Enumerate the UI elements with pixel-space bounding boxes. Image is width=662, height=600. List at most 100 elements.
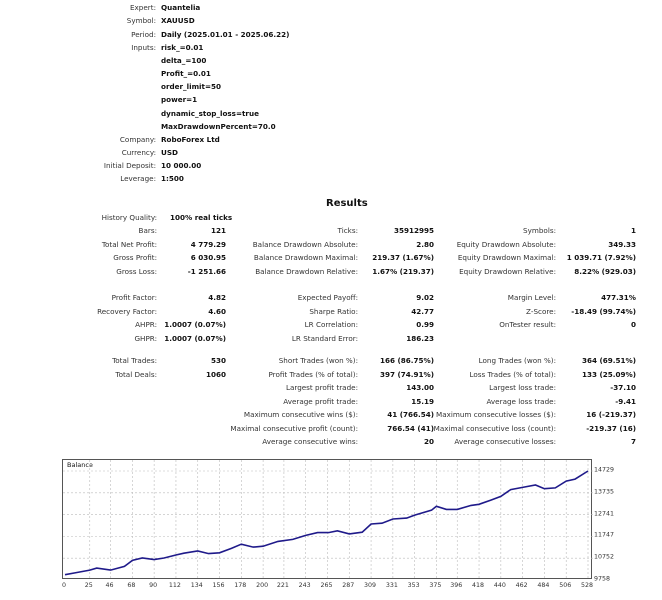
stat-value: -18.49 (99.74%)	[571, 306, 636, 316]
stat-value: 1 039.71 (7.92%)	[566, 253, 636, 262]
stat-label: LR Correlation:	[304, 320, 358, 329]
stat-label: Profit Trades (% of total):	[268, 369, 358, 379]
x-tick-label: 0	[61, 582, 67, 589]
stat-label: Recovery Factor:	[97, 306, 157, 316]
history-quality-value: 100% real ticks	[170, 213, 233, 222]
x-tick-label: 156	[212, 582, 225, 589]
stat-label: Total Deals:	[115, 369, 157, 379]
x-tick-label: 178	[234, 582, 247, 589]
input-param: dynamic_stop_loss=true	[161, 108, 259, 118]
currency-value: USD	[161, 148, 178, 157]
stat-value: 133 (25.09%)	[581, 369, 636, 379]
x-tick-label: 243	[298, 582, 311, 589]
stat-label: Gross Profit:	[113, 253, 157, 262]
stat-label: Balance Drawdown Absolute:	[252, 239, 358, 249]
x-tick-label: 112	[168, 582, 181, 589]
period-value: Daily (2025.01.01 - 2025.06.22)	[161, 30, 290, 39]
input-param: risk_=0.01	[161, 43, 204, 52]
stat-value: 121	[210, 226, 226, 235]
y-tick-label: 10752	[594, 553, 615, 561]
input-param: power=1	[161, 95, 198, 105]
leverage-value: 1:500	[161, 174, 184, 183]
company-value: RoboForex Ltd	[161, 135, 220, 144]
chart-title: Balance	[67, 461, 93, 469]
stat-value: 8.22% (929.03)	[574, 266, 636, 276]
x-tick-label: 309	[364, 582, 377, 589]
x-tick-label: 506	[559, 582, 572, 589]
stat-label: Largest loss trade:	[489, 383, 556, 392]
stat-value: 7	[630, 437, 636, 446]
expert-value: Quantelia	[161, 3, 201, 12]
x-tick-label: 440	[493, 582, 506, 589]
stat-label: Largest profit trade:	[285, 383, 358, 392]
stat-label: GHPR:	[134, 333, 157, 343]
input-param: delta_=100	[161, 56, 207, 66]
inputs-label: Inputs:	[131, 43, 156, 52]
stat-value: 4.82	[208, 293, 226, 302]
x-tick-label: 265	[320, 582, 333, 589]
stat-label: Expected Payoff:	[297, 293, 358, 302]
currency-label: Currency:	[121, 148, 156, 157]
stat-value: 1060	[205, 369, 226, 379]
x-tick-label: 221	[276, 582, 289, 589]
stat-label: Equity Drawdown Relative:	[459, 266, 556, 276]
stat-label: Z-Score:	[526, 306, 556, 316]
stat-value: 9.02	[416, 293, 434, 302]
stat-value: 1.0007 (0.07%)	[164, 320, 226, 329]
stat-label: Maximal consecutive profit (count):	[230, 423, 358, 433]
stat-label: Equity Drawdown Absolute:	[456, 239, 556, 249]
stat-label: Loss Trades (% of total):	[469, 369, 556, 379]
y-tick-label: 13735	[594, 488, 615, 496]
stat-value: 477.31%	[601, 293, 636, 302]
balance-line	[64, 470, 589, 576]
stat-label: Short Trades (won %):	[278, 356, 358, 365]
stat-label: Equity Drawdown Maximal:	[457, 253, 556, 262]
stat-label: Symbols:	[523, 226, 556, 235]
stat-value: 1	[630, 226, 636, 235]
stat-label: Total Trades:	[112, 356, 157, 365]
stat-label: LR Standard Error:	[291, 333, 358, 343]
balance-chart: Balance	[62, 459, 593, 580]
x-tick-label: 25	[84, 582, 93, 589]
y-tick-label: 9758	[594, 575, 611, 583]
results-title: Results	[326, 198, 368, 209]
x-tick-label: 462	[515, 582, 528, 589]
stat-value: 397 (74.91%)	[379, 369, 434, 379]
stat-label: Bars:	[138, 226, 157, 235]
company-label: Company:	[119, 135, 156, 144]
stat-value: 219.37 (1.67%)	[372, 253, 434, 262]
stat-value: 4 779.29	[190, 239, 226, 249]
stat-label: Maximal consecutive loss (count):	[433, 423, 556, 433]
input-param: MaxDrawdownPercent=70.0	[161, 121, 276, 131]
input-param: order_limit=50	[161, 82, 221, 92]
x-tick-label: 353	[407, 582, 420, 589]
x-tick-label: 375	[429, 582, 442, 589]
stat-value: 16 (-219.37)	[586, 410, 636, 419]
stat-label: Average consecutive losses:	[454, 437, 556, 446]
x-tick-label: 287	[342, 582, 355, 589]
stat-label: AHPR:	[135, 320, 157, 329]
stat-label: Total Net Profit:	[101, 239, 157, 249]
balance-line-plot	[63, 460, 593, 580]
y-tick-label: 14729	[594, 466, 615, 474]
x-tick-label: 46	[105, 582, 114, 589]
leverage-label: Leverage:	[120, 174, 156, 183]
x-tick-label: 528	[580, 582, 594, 589]
initial-deposit-label: Initial Deposit:	[103, 161, 156, 170]
stat-value: -9.41	[615, 396, 636, 406]
stat-value: 166 (86.75%)	[379, 356, 434, 365]
stat-label: Maximum consecutive losses ($):	[436, 410, 556, 419]
stat-value: -219.37 (16)	[586, 423, 636, 433]
stat-value: -37.10	[610, 383, 636, 392]
stat-value: 15.19	[411, 396, 434, 406]
x-tick-label: 331	[385, 582, 398, 589]
stat-value: 1.67% (219.37)	[372, 266, 434, 276]
stat-label: Balance Drawdown Relative:	[255, 266, 358, 276]
stat-label: Balance Drawdown Maximal:	[253, 253, 358, 262]
y-tick-label: 11747	[594, 531, 615, 539]
symbol-label: Symbol:	[126, 16, 156, 25]
stat-label: Gross Loss:	[116, 266, 157, 276]
history-quality-label: History Quality:	[101, 213, 157, 222]
stat-value: 2.80	[416, 239, 434, 249]
stat-label: Profit Factor:	[111, 293, 157, 302]
